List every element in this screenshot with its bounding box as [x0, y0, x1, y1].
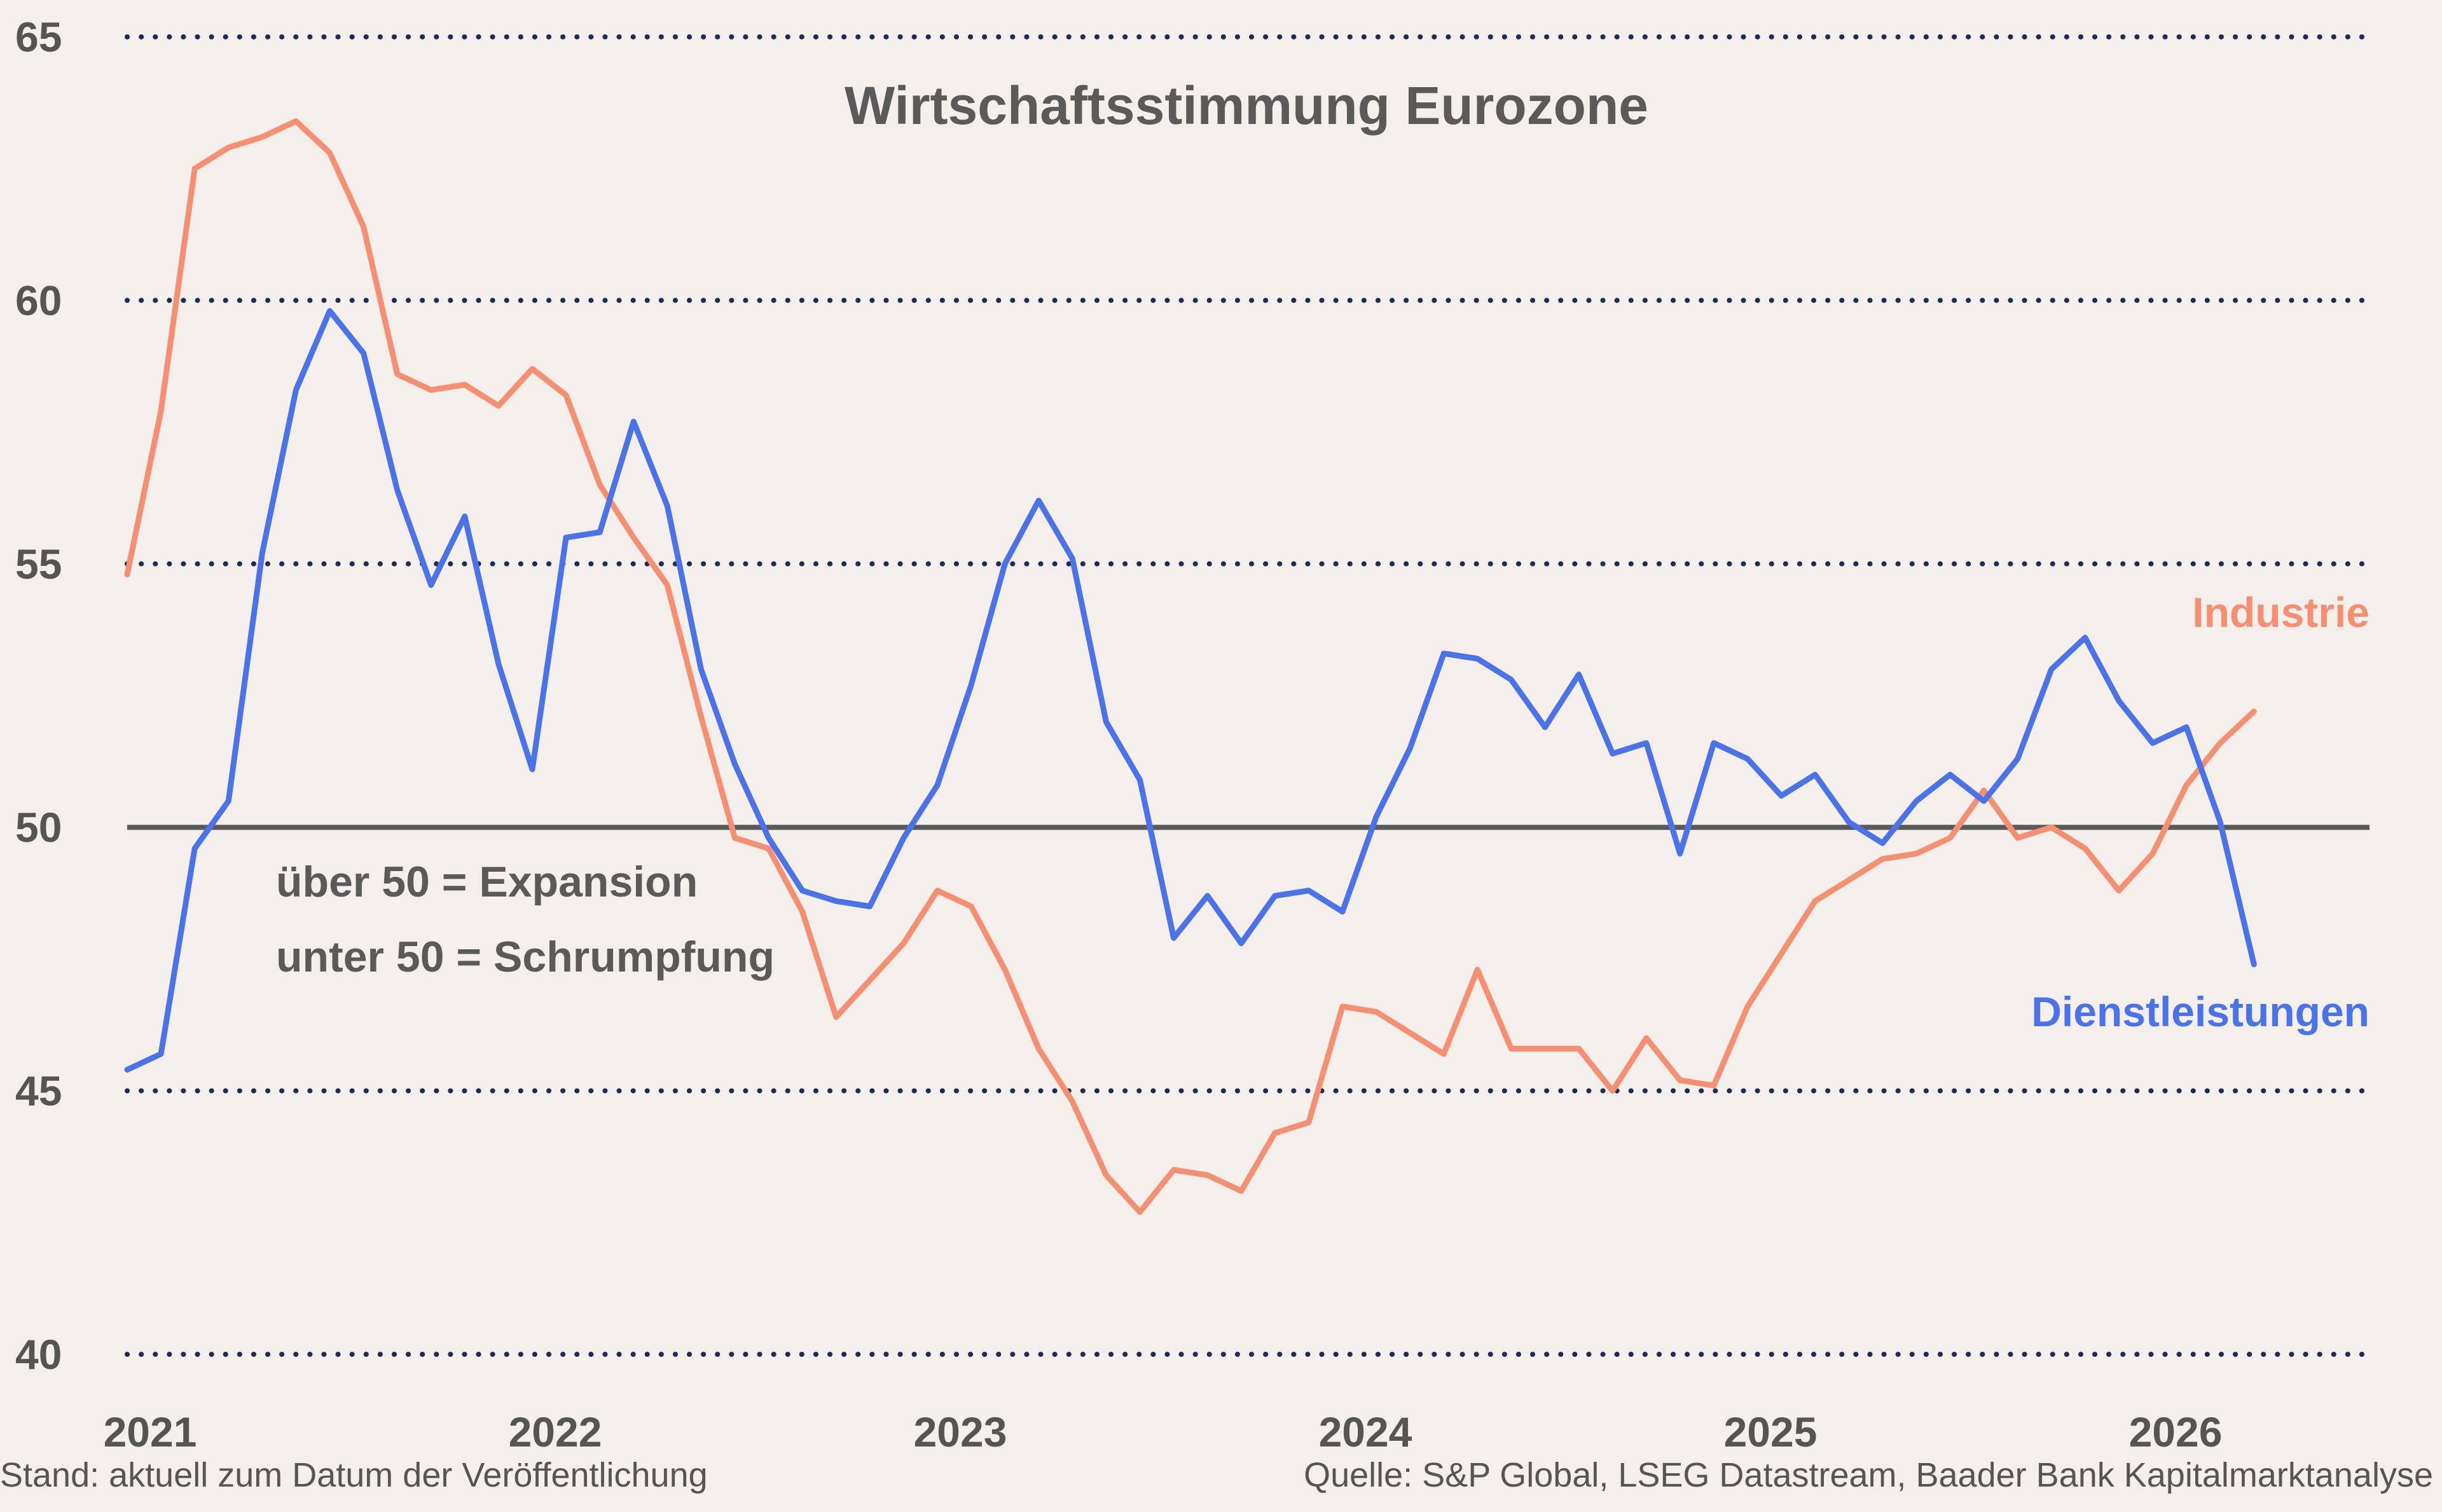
footer-stand: Stand: aktuell zum Datum der Veröffentli… [0, 1456, 708, 1494]
y-tick-label: 45 [15, 1068, 62, 1115]
y-tick-label: 65 [15, 13, 62, 60]
y-tick-label: 40 [15, 1331, 62, 1378]
y-tick-label: 60 [15, 277, 62, 324]
annotation-expansion: über 50 = Expansion [276, 858, 698, 906]
y-axis-ticks: 40 45 50 55 60 65 [15, 13, 62, 1378]
x-tick-label: 2021 [104, 1408, 197, 1455]
series-line-industrie [124, 118, 2257, 1215]
x-tick-label: 2023 [914, 1408, 1007, 1455]
y-tick-label: 50 [15, 804, 62, 851]
series-lines [124, 118, 2257, 1215]
x-tick-label: 2022 [509, 1408, 602, 1455]
x-axis-ticks: 2021 2022 2023 2024 2025 2026 [104, 1408, 2223, 1455]
x-tick-label: 2024 [1319, 1408, 1412, 1455]
footer-source: Quelle: S&P Global, LSEG Datastream, Baa… [1304, 1456, 2433, 1494]
gridlines [125, 34, 2372, 1357]
y-tick-label: 55 [15, 540, 62, 588]
chart-title: Wirtschaftsstimmung Eurozone [845, 76, 1648, 135]
series-line-dienstleistungen [124, 308, 2257, 1073]
annotation-contraction: unter 50 = Schrumpfung [276, 933, 775, 981]
x-tick-label: 2025 [1724, 1408, 1818, 1455]
x-tick-label: 2026 [2129, 1408, 2223, 1455]
series-label-dienstleistungen: Dienstleistungen [2031, 988, 2370, 1035]
series-label-industrie: Industrie [2192, 589, 2370, 636]
